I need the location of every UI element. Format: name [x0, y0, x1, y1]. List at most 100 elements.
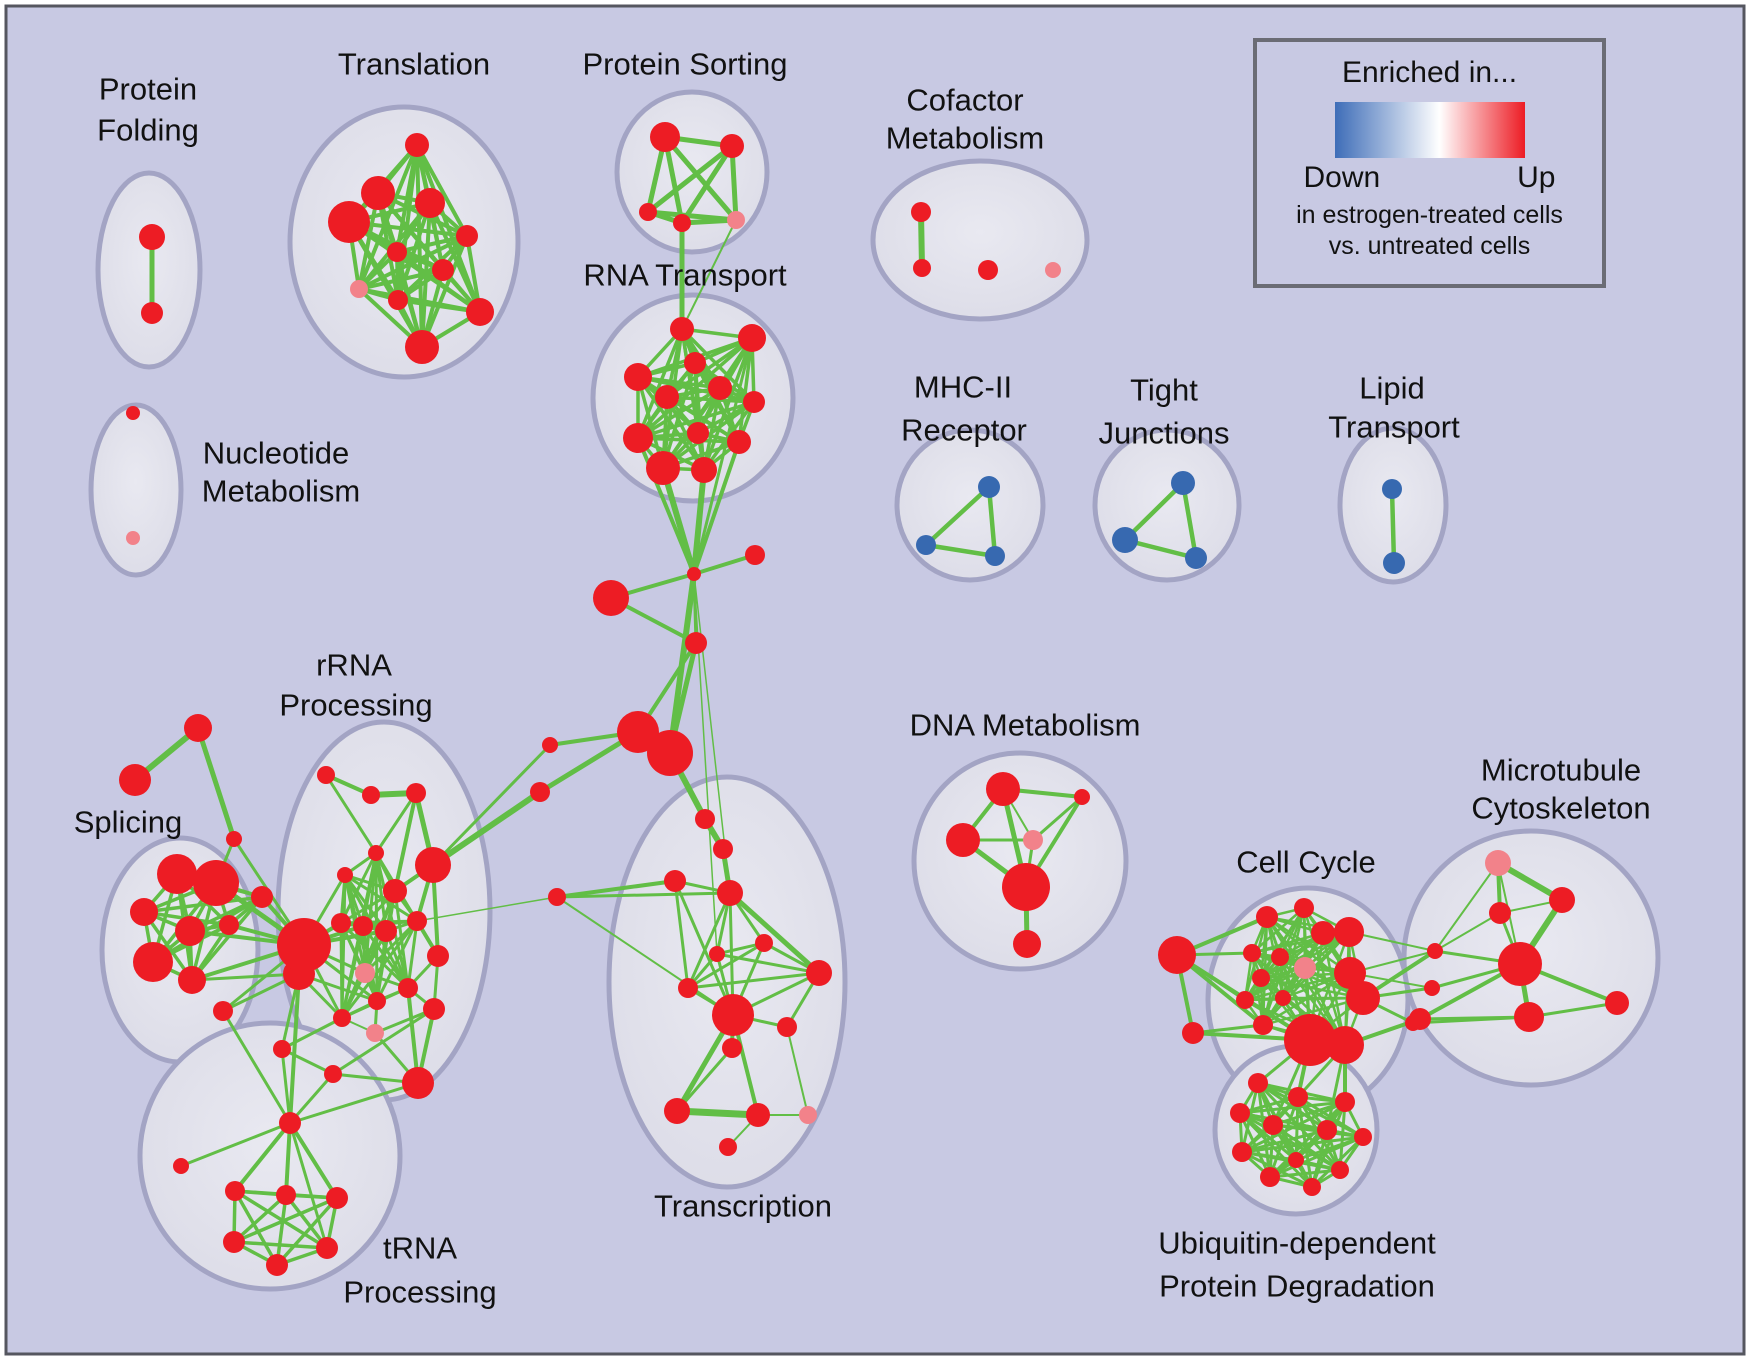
cluster-ubiquitin-degradation-label-line1: Ubiquitin-dependent: [1158, 1226, 1436, 1261]
node-RR14: [366, 1024, 384, 1042]
edge: [375, 919, 419, 1003]
edge: [275, 1193, 288, 1267]
node-C4: [685, 632, 707, 654]
node-T5: [456, 225, 478, 247]
node-U8: [1232, 1142, 1252, 1162]
edge: [1321, 931, 1347, 1047]
node-S2: [193, 860, 239, 906]
edge: [280, 1047, 335, 1076]
node-M3: [985, 546, 1005, 566]
cluster-tight-junctions-label-line2: Junctions: [1099, 416, 1230, 451]
edge: [431, 743, 552, 867]
edge: [430, 789, 543, 868]
edge: [786, 1026, 809, 1116]
node-U12: [1288, 1152, 1304, 1168]
edge: [395, 234, 469, 254]
node-RT4: [624, 363, 652, 391]
edge: [357, 143, 419, 291]
node-HUB1: [617, 711, 659, 753]
node-M1: [978, 476, 1000, 498]
edge: [1238, 1111, 1272, 1179]
node-TXc: [664, 870, 686, 892]
node-RR6: [375, 920, 397, 942]
node-T4: [415, 188, 445, 218]
edge: [673, 1107, 762, 1119]
node-D6: [1013, 930, 1041, 958]
node-U9: [1260, 1167, 1280, 1187]
edge: [1418, 1015, 1531, 1021]
cluster-protein-folding-label-line2: Folding: [97, 113, 199, 148]
node-SA: [184, 714, 212, 742]
edge: [1294, 1135, 1365, 1162]
node-T6: [387, 242, 407, 262]
cluster-lipid-transport-label-line1: Lipid: [1359, 371, 1425, 406]
node-MTl3: [1409, 1008, 1431, 1030]
legend-gradient-bar: [1334, 102, 1525, 158]
cluster-dna-metabolism-label-line1: DNA Metabolism: [910, 708, 1141, 743]
edge: [232, 1196, 339, 1244]
node-PS3: [639, 203, 657, 221]
node-RR10: [398, 978, 418, 998]
edge: [1122, 480, 1186, 543]
node-RT10: [727, 430, 751, 454]
edge: [675, 1046, 734, 1113]
edge: [692, 336, 754, 576]
node-CC5: [1252, 969, 1270, 987]
edge: [393, 791, 418, 893]
cluster-transcription-ellipse: [606, 774, 848, 1190]
cluster-cofactor-metabolism-ellipse: [870, 158, 1090, 322]
edge: [679, 217, 739, 226]
edge: [195, 725, 237, 842]
edge: [1238, 1100, 1347, 1115]
node-RRbig2: [402, 1067, 434, 1099]
node-N2: [126, 531, 140, 545]
node-RR16: [324, 1065, 342, 1083]
edge: [1238, 1095, 1300, 1115]
edge: [284, 1193, 329, 1250]
node-CC11: [1334, 957, 1366, 989]
cluster-trna-processing-label-line2: Processing: [343, 1275, 496, 1310]
node-CF1: [911, 202, 931, 222]
node-M2: [916, 535, 936, 555]
edge: [232, 1193, 288, 1244]
node-T8: [350, 280, 368, 298]
node-RT2: [738, 324, 766, 352]
node-CC9: [1311, 921, 1335, 945]
node-SC: [226, 831, 242, 847]
node-D2: [1074, 789, 1090, 805]
node-CC1: [1256, 906, 1278, 928]
node-TRiso: [173, 1158, 189, 1174]
node-CF3: [978, 260, 998, 280]
legend-title: Enriched in...: [1341, 56, 1518, 89]
edge: [686, 891, 732, 990]
cluster-mhc-ii-receptor-label-line1: MHC-II: [914, 370, 1012, 405]
edge: [727, 890, 822, 976]
node-RR2: [337, 867, 353, 883]
node-MTp: [1485, 850, 1511, 876]
node-PS5: [727, 211, 745, 229]
cluster-transcription-label-line1: Transcription: [654, 1189, 832, 1224]
cluster-splicing-label-line1: Splicing: [74, 805, 183, 840]
legend-subtitle-line2: vs. untreated cells: [1328, 232, 1531, 260]
edge: [190, 895, 264, 982]
cluster-trna-processing-ellipse: [137, 1020, 403, 1292]
node-TX4: [777, 1017, 797, 1037]
node-RR1: [368, 845, 384, 861]
edge: [673, 879, 735, 1017]
edge: [221, 1009, 292, 1125]
cluster-microtubule-cytoskeleton-label-line2: Cytoskeleton: [1471, 791, 1650, 826]
node-TX_top: [755, 934, 773, 952]
node-CCp: [1294, 957, 1316, 979]
edge: [1238, 1111, 1298, 1162]
edge: [737, 336, 754, 444]
node-MTl1: [1427, 943, 1443, 959]
node-TX9: [719, 1138, 737, 1156]
edge: [416, 896, 558, 922]
edge: [555, 879, 677, 899]
node-RT12: [691, 457, 717, 483]
node-U11: [1331, 1161, 1349, 1179]
edge: [339, 851, 378, 925]
node-T3: [328, 201, 370, 243]
edge: [363, 919, 419, 975]
node-TRhub: [279, 1112, 301, 1134]
